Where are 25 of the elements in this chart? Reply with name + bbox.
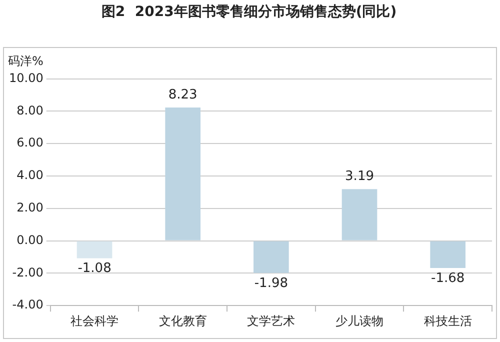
bar [76, 241, 112, 258]
y-tick-label: -4.00 [12, 298, 44, 312]
data-label: -1.68 [431, 270, 465, 286]
bar [165, 107, 201, 240]
x-tick-label: 文学艺术 [247, 314, 296, 328]
x-tick-label: 科技生活 [424, 314, 472, 328]
y-tick-label: 10.00 [8, 70, 44, 85]
bar [430, 241, 466, 268]
chart-title: 图2 2023年图书零售细分市场销售态势(同比) [101, 3, 397, 20]
x-tick-label: 社会科学 [70, 314, 119, 328]
x-tick-label: 少儿读物 [336, 314, 384, 328]
x-tick-label: 文化教育 [158, 314, 207, 328]
data-label: 3.19 [345, 168, 374, 184]
y-tick-label: 8.00 [16, 103, 44, 118]
data-label: -1.08 [78, 261, 112, 276]
y-tick-label: 4.00 [16, 168, 44, 182]
y-axis-title: 码洋% [8, 54, 44, 68]
y-tick-label: 0.00 [16, 232, 44, 247]
data-label: 8.23 [168, 87, 198, 102]
bar [254, 241, 289, 273]
y-tick-label: 2.00 [16, 200, 44, 215]
y-tick-label: 6.00 [16, 136, 44, 150]
bar [342, 189, 378, 240]
y-tick-label: -2.00 [12, 265, 44, 280]
data-label: -1.98 [254, 276, 288, 291]
